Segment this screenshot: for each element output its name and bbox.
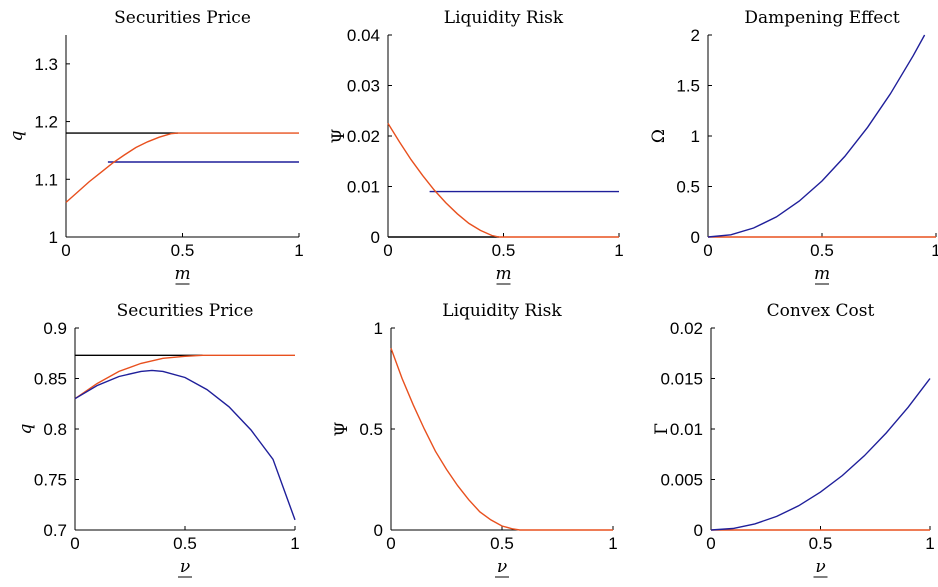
y-axis-label: Ψ [332, 421, 352, 436]
x-tick-label: 0 [70, 534, 79, 553]
y-tick-label: 1 [691, 127, 700, 146]
x-tick-label: 0.5 [810, 241, 834, 260]
series-line-orange [65, 132, 299, 203]
y-tick-label: 0.02 [670, 319, 703, 338]
y-axis-label: Γ [652, 423, 672, 435]
chart-title: Liquidity Risk [442, 301, 562, 321]
x-tick-label: 0.5 [171, 241, 195, 260]
chart-panel-6: Convex Cost 0 0.005 0.01 0.015 0.02 0 0.5 1 ν Γ [652, 301, 935, 578]
series-line-orange [74, 354, 295, 400]
x-tick-label: 1 [294, 241, 303, 260]
x-axis-label: m [495, 264, 511, 284]
y-tick-label: 0.01 [670, 420, 703, 439]
chart-panel-1: Securities Price 1 1.1 1.2 1.3 0 0.5 1 m q [7, 8, 304, 285]
y-axis-label: q [16, 423, 36, 434]
series-line-blue [74, 369, 296, 521]
y-tick-label: 0 [371, 228, 380, 247]
chart-title: Convex Cost [767, 301, 875, 321]
y-tick-label: 2 [691, 26, 700, 45]
chart-panel-4: Securities Price 0.7 0.75 0.8 0.85 0.9 0 0.5 1 ν q [16, 301, 300, 578]
x-axis-label: ν [497, 557, 507, 577]
y-tick-label: 1.3 [34, 55, 58, 74]
chart-panel-5: Liquidity Risk 0 0.5 1 0 0.5 1 ν Ψ [332, 301, 618, 578]
chart-title: Securities Price [114, 8, 251, 28]
y-axis-label: Ω [649, 129, 669, 143]
x-tick-label: 0 [703, 241, 712, 260]
x-tick-label: 0.5 [492, 241, 516, 260]
chart-title: Dampening Effect [744, 8, 900, 28]
y-tick-label: 0.85 [34, 370, 67, 389]
x-tick-label: 1 [290, 534, 299, 553]
y-tick-label: 0.75 [34, 471, 67, 490]
x-tick-label: 0.5 [809, 534, 833, 553]
x-tick-label: 1 [614, 241, 623, 260]
y-tick-label: 1.1 [34, 170, 58, 189]
y-axis-label: q [7, 130, 27, 141]
x-tick-label: 0.5 [490, 534, 514, 553]
series-line-orange [387, 123, 619, 238]
x-tick-label: 1 [925, 534, 934, 553]
y-tick-label: 0.9 [43, 319, 67, 338]
y-tick-label: 0.5 [359, 420, 383, 439]
y-tick-label: 0.005 [660, 471, 703, 490]
y-tick-label: 0.5 [676, 178, 700, 197]
chart-panel-3: Dampening Effect 0 0.5 1 1.5 2 0 0.5 1 m Ω [649, 8, 938, 285]
y-tick-label: 0 [691, 228, 700, 247]
x-axis-label: m [814, 264, 830, 284]
x-tick-label: 1 [931, 241, 938, 260]
x-axis-label: ν [815, 557, 825, 577]
x-tick-label: 0 [383, 241, 392, 260]
y-tick-label: 0 [694, 521, 703, 540]
y-tick-label: 0.03 [347, 77, 380, 96]
y-tick-label: 1.2 [34, 113, 58, 132]
y-tick-label: 1.5 [676, 77, 700, 96]
y-tick-label: 0.01 [347, 178, 380, 197]
y-tick-label: 1 [49, 228, 58, 247]
x-axis-label: m [174, 264, 190, 284]
x-tick-label: 0 [386, 534, 395, 553]
y-tick-label: 0.02 [347, 127, 380, 146]
y-axis-label: Ψ [329, 128, 349, 143]
y-tick-label: 0.015 [660, 370, 703, 389]
x-tick-label: 1 [608, 534, 617, 553]
x-tick-label: 0.5 [173, 534, 197, 553]
y-tick-label: 0.8 [43, 420, 67, 439]
series-line-blue [707, 34, 926, 238]
series-line-blue [710, 378, 931, 531]
x-axis-label: ν [180, 557, 190, 577]
x-tick-label: 0 [61, 241, 70, 260]
y-tick-label: 1 [374, 319, 383, 338]
y-tick-label: 0.04 [347, 26, 380, 45]
y-tick-label: 0.7 [43, 521, 67, 540]
chart-title: Liquidity Risk [444, 8, 564, 28]
y-tick-label: 0 [374, 521, 383, 540]
series-line-orange [390, 347, 613, 531]
chart-panel-2: Liquidity Risk 0 0.01 0.02 0.03 0.04 0 0.5 1 m Ψ [329, 8, 624, 285]
x-tick-label: 0 [706, 534, 715, 553]
chart-title: Securities Price [117, 301, 254, 321]
